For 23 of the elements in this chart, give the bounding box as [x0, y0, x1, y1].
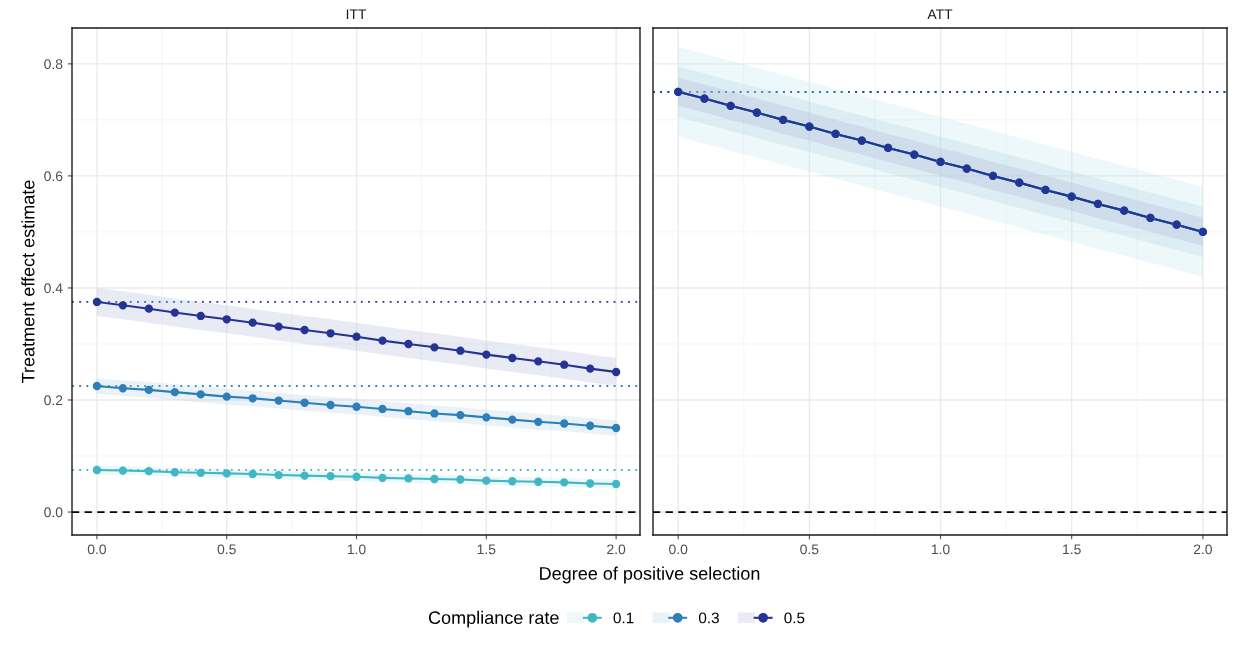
- chart-title: ITT: [346, 9, 367, 20]
- x-tick-label: 0.0: [87, 544, 107, 555]
- y-tick-label: 0.4: [44, 283, 63, 294]
- x-axis-title: Degree of positive selection: [540, 566, 760, 584]
- x-tick-label: 0.0: [669, 544, 688, 555]
- y-tick-label: 0.2: [44, 395, 63, 406]
- x-tick-label: 2.0: [1193, 544, 1212, 555]
- x-tick-label: 1.5: [1063, 544, 1081, 555]
- y-axis-title: Treatment effect estimate: [21, 180, 35, 383]
- y-tick-label: 0.6: [44, 171, 63, 182]
- x-tick-label: 1.0: [931, 544, 950, 555]
- x-tick-label: 1.5: [477, 544, 496, 555]
- legend-label: 0.1: [613, 612, 634, 624]
- x-tick-label: 1.0: [347, 544, 366, 555]
- x-tick-label: 2.0: [607, 544, 626, 555]
- x-tick-label: 0.5: [217, 544, 236, 555]
- y-tick-label: 0.0: [44, 507, 63, 518]
- chart-title: ATT: [927, 9, 953, 20]
- x-tick-label: 0.5: [800, 544, 819, 555]
- legend-label: 0.3: [698, 612, 719, 624]
- y-tick-label: 0.8: [44, 59, 63, 70]
- legend-title: Compliance rate: [428, 610, 559, 628]
- legend-label: 0.5: [784, 612, 805, 624]
